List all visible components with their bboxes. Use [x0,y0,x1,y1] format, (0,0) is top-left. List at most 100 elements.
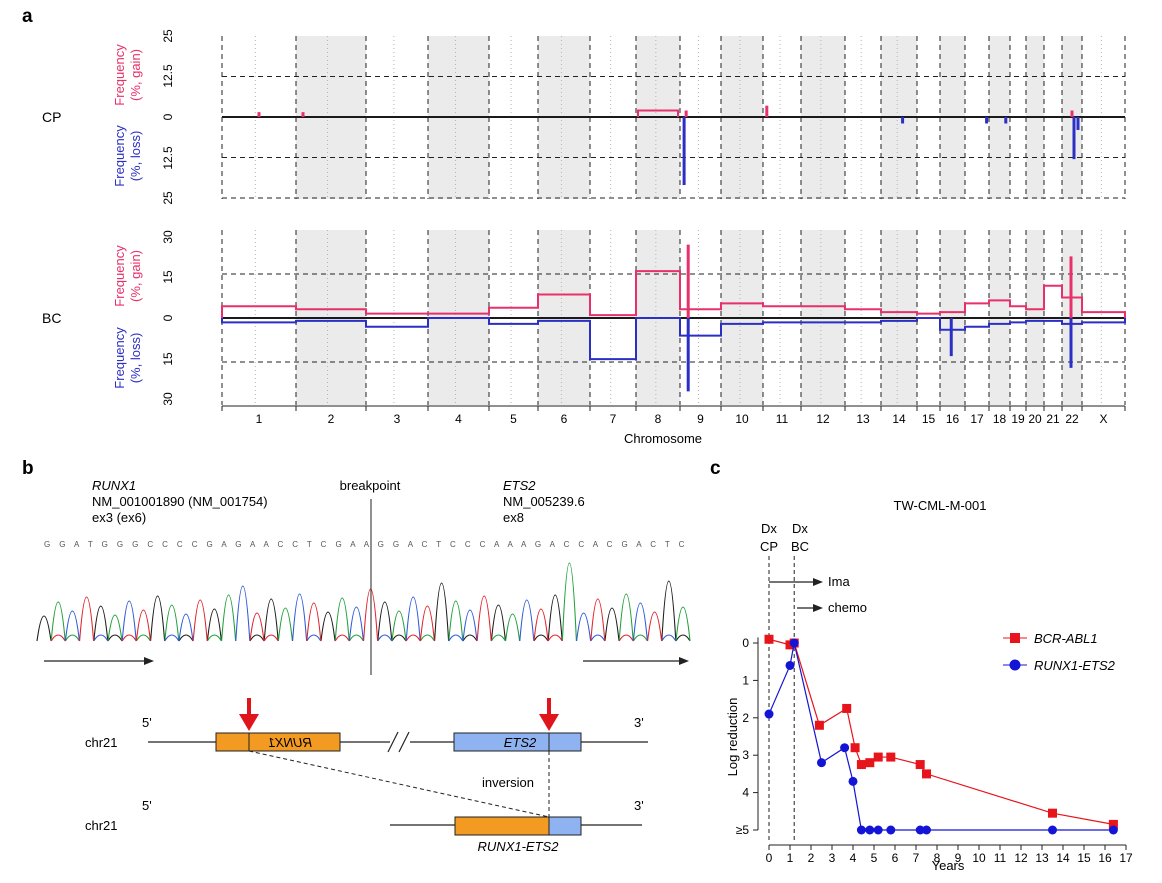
ytick: 15 [161,352,175,366]
BCR-ABL1-point [814,720,824,730]
gain-label-line1: Frequency [112,245,127,307]
BCR-ABL1-point [865,758,875,768]
x-tick-label: 15 [1077,851,1091,865]
RUNX1-ETS2-point [1048,825,1057,835]
ima-arrowhead [813,578,823,586]
chromosome-tick-label: 10 [735,412,749,426]
three-prime-bottom: 3' [634,798,644,813]
gain-axis-label-cp: Frequency (%, gain) [112,44,143,106]
RUNX1-ETS2-point [922,825,931,835]
RUNX1-ETS2-point [764,709,774,719]
legend-bcr-abl1: BCR-ABL1 [1034,631,1098,646]
gene1-exon: ex3 (ex6) [92,510,146,525]
legend: BCR-ABL1 RUNX1-ETS2 [1003,631,1116,673]
chromosome-tick-label: 16 [946,412,960,426]
sanger-header: RUNX1 NM_001001890 (NM_001754) ex3 (ex6)… [92,478,585,525]
fusion-label: RUNX1-ETS2 [478,839,560,854]
gain-spike [1070,110,1074,117]
gene2-transcript: NM_005239.6 [503,494,585,509]
x-tick-label: 8 [934,851,941,865]
therapy-chemo: chemo [828,600,867,615]
BCR-ABL1-point [1048,808,1057,818]
RUNX1-ETS2-point [817,758,826,768]
chr21-label-bottom: chr21 [85,818,118,833]
loss-label-line1: Frequency [112,125,127,187]
y-tick-label: 1 [742,673,749,687]
dx-cp-line1: Dx [761,521,777,536]
runx1-box-label: RUNX1 [268,735,312,750]
chromosome-tick-label: 20 [1028,412,1042,426]
trace-g [36,580,691,642]
chromosome-tick-label: 11 [776,412,789,426]
BCR-ABL1-point [764,634,774,644]
RUNX1-ETS2-point [840,743,850,753]
inversion-connector [248,750,550,818]
breakpoint-arrowhead-ets2 [539,714,559,731]
x-tick-label: 9 [955,851,962,865]
loss-spike [682,117,686,186]
RUNX1-ETS2-point [915,825,925,835]
ytick: 25 [161,29,175,43]
ytick: 25 [161,191,175,205]
loss-trace [221,317,1126,361]
cnv-plot-bc: BC Frequency (%, gain) Frequency (%, los… [42,230,1126,407]
panel-c-letter: c [710,458,721,479]
ytick: 15 [161,270,175,284]
loss-axis-label-bc: Frequency (%, loss) [112,327,143,389]
three-prime-top: 3' [634,715,644,730]
x-tick-label: 6 [892,851,899,865]
x-tick-label: 11 [994,851,1007,865]
x-tick-label: 4 [850,851,857,865]
x-tick-label: 10 [972,851,986,865]
x-tick-label: 5 [871,851,878,865]
loss-spike [1072,117,1076,160]
ets2-box-label: ETS2 [504,735,537,750]
chromosome-tick-label: 4 [455,412,462,426]
gain-label-line2: (%, gain) [128,250,143,302]
BCR-ABL1-point [915,760,925,770]
fusion-runx1-part [454,816,550,836]
breakpoint-label: breakpoint [340,478,401,493]
base-calls: G G A T G G G C C C C G A G A A C C T C … [44,540,688,549]
chromosome-axis: 1 2 3 4 5 6 7 8 9 10 11 12 13 14 15 16 17 18 19 20 21 22 X [221,405,1126,426]
loss-spike [1004,117,1008,124]
RUNX1-ETS2-point [785,660,795,670]
row-label-cp: CP [42,109,61,125]
y-tick-label: 2 [742,711,749,725]
RUNX1-ETS2-point [856,825,866,835]
chromosome-grid [221,230,1126,407]
panel-a-letter: a [22,6,33,27]
x-tick-label: 13 [1035,851,1049,865]
runx1-exon-box [215,732,341,752]
gain-trace [221,270,1126,318]
RUNX1-ETS2-point [873,825,883,835]
RUNX1-ETS2-point [1108,825,1118,835]
diagnosis-labels: Dx CP Dx BC [760,521,809,554]
row-label-bc: BC [42,310,61,326]
x-tick-label: 16 [1098,851,1112,865]
chromosome-tick-label: 9 [697,412,704,426]
therapy-ima: Ima [828,574,850,589]
trace-c [64,585,677,642]
y-ticks-cp: 25 12.5 0 12.5 25 [161,29,175,205]
loss-axis-label-cp: Frequency (%, loss) [112,125,143,187]
gene1-transcript: NM_001001890 (NM_001754) [92,494,268,509]
trace-a [50,562,691,642]
BCR-ABL1-point [850,743,860,753]
RUNX1-ETS2-point [848,776,858,786]
dx-bc-line1: Dx [792,521,808,536]
y-tick-label: ≥5 [736,823,750,837]
chromosome-tick-label: 17 [970,412,984,426]
inversion-label: inversion [482,775,534,790]
loss-spike [901,117,905,124]
loss-spike [985,117,989,124]
therapy-arrows: Ima chemo [769,574,867,615]
break-mark [387,731,399,753]
RUNX1-ETS2-point [886,825,896,835]
chromosome-tick-label: 21 [1046,412,1060,426]
gene1-name: RUNX1 [92,478,136,493]
chromosome-tick-label: 14 [892,412,906,426]
x-tick-label: 14 [1056,851,1070,865]
loss-label-line2: (%, loss) [128,333,143,384]
